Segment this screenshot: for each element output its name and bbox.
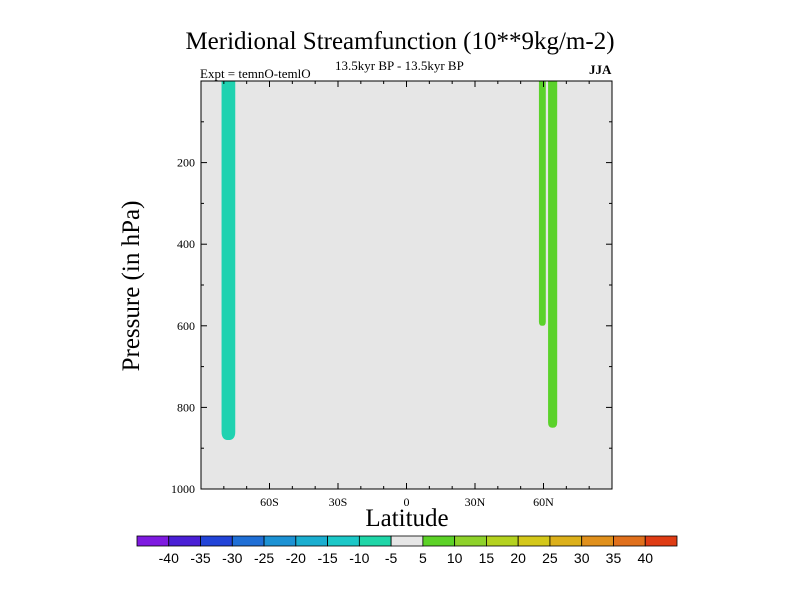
colorbar-box bbox=[327, 535, 360, 547]
colorbar-box bbox=[517, 535, 551, 547]
colorbar-box bbox=[644, 535, 678, 547]
southern-negative-cell bbox=[221, 81, 236, 441]
x-tick-label: 0 bbox=[404, 495, 410, 509]
colorbar-label: -20 bbox=[286, 550, 306, 566]
colorbar-label: -35 bbox=[190, 550, 210, 566]
colorbar-box bbox=[295, 535, 328, 547]
colorbar-label: -15 bbox=[317, 550, 337, 566]
period-label: 13.5kyr BP - 13.5kyr BP bbox=[335, 58, 464, 73]
colorbar-label: 40 bbox=[637, 550, 653, 566]
y-tick-label: 600 bbox=[177, 319, 195, 333]
colorbar-label: 20 bbox=[510, 550, 526, 566]
x-tick-label: 30S bbox=[329, 495, 348, 509]
colorbar-box bbox=[136, 535, 170, 547]
colorbar-box bbox=[454, 535, 487, 547]
colorbar-label: 25 bbox=[542, 550, 558, 566]
x-tick-label: 30N bbox=[465, 495, 486, 509]
colorbar-box bbox=[486, 535, 519, 547]
northern-positive-cell-2 bbox=[548, 81, 558, 428]
colorbar-label: 10 bbox=[447, 550, 463, 566]
colorbar-box bbox=[263, 535, 297, 547]
colorbar-label: -25 bbox=[254, 550, 274, 566]
colorbar-label: -10 bbox=[349, 550, 369, 566]
colorbar-box bbox=[581, 535, 614, 547]
colorbar-label: 35 bbox=[606, 550, 622, 566]
colorbar-box bbox=[168, 535, 201, 547]
colorbar-box bbox=[422, 535, 456, 547]
colorbar-label: -5 bbox=[385, 550, 398, 566]
colorbar-box bbox=[200, 535, 233, 547]
colorbar-label: 5 bbox=[419, 550, 427, 566]
colorbar-box bbox=[390, 535, 424, 547]
colorbar-box bbox=[549, 535, 583, 547]
y-tick-label: 400 bbox=[177, 237, 195, 251]
colorbar-box bbox=[358, 535, 392, 547]
y-tick-label: 1000 bbox=[171, 482, 195, 496]
northern-positive-cell-1 bbox=[538, 81, 546, 326]
colorbar-label: -40 bbox=[159, 550, 179, 566]
colorbar-label: 15 bbox=[479, 550, 495, 566]
chart-title: Meridional Streamfunction (10**9kg/m-2) bbox=[185, 28, 615, 55]
y-tick-label: 800 bbox=[177, 400, 195, 414]
colorbar-box bbox=[231, 535, 265, 547]
x-axis-label: Latitude bbox=[365, 505, 449, 532]
experiment-label: Expt = temnO-temlO bbox=[200, 66, 311, 81]
season-label: JJA bbox=[589, 62, 612, 77]
x-tick-label: 60S bbox=[260, 495, 279, 509]
colorbar-box bbox=[613, 535, 646, 547]
colorbar-label: -30 bbox=[222, 550, 242, 566]
y-tick-label: 200 bbox=[177, 156, 195, 170]
x-tick-label: 60N bbox=[533, 495, 554, 509]
colorbar-label: 30 bbox=[574, 550, 590, 566]
